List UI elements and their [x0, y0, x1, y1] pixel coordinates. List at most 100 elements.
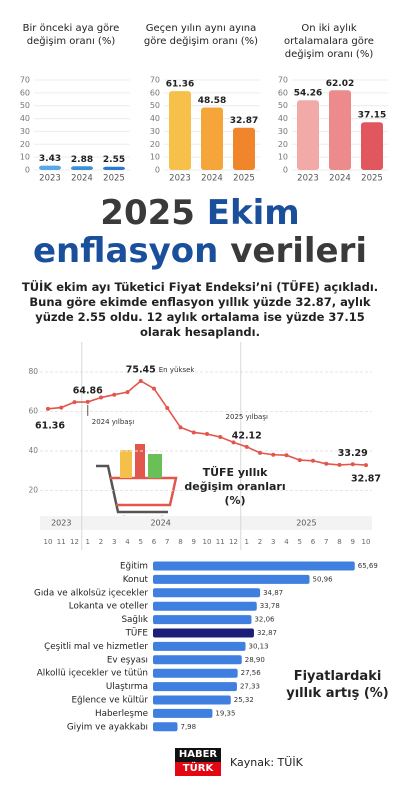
category-label: Haberleşme: [95, 709, 148, 719]
point: [324, 461, 329, 466]
x-tick-label: 2024: [329, 174, 351, 184]
bar: [153, 601, 257, 611]
x-tick-label: 3: [271, 538, 275, 546]
y-tick-label: 20: [278, 140, 288, 149]
value-label: 48.58: [198, 96, 226, 106]
y-tick-label: 70: [278, 76, 288, 85]
value-label: 2.55: [103, 155, 125, 165]
y-tick-label: 70: [150, 76, 160, 85]
value-label: 27,56: [241, 669, 262, 677]
value-label: 34,87: [263, 589, 283, 597]
y-tick-label: 40: [28, 446, 38, 455]
category-label: Sağlık: [121, 615, 148, 625]
headline-line: enflasyon verileri: [0, 231, 400, 271]
x-tick-label: 2023: [39, 174, 61, 184]
x-tick-label: 2025: [103, 174, 125, 184]
y-tick-label: 60: [278, 88, 288, 97]
point: [125, 390, 130, 395]
y-tick-label: 80: [28, 367, 38, 376]
value-label: 37.15: [358, 111, 386, 121]
y-tick-label: 20: [28, 486, 38, 495]
bar: [153, 588, 261, 598]
y-tick-label: 40: [278, 114, 288, 123]
x-tick-label: 10: [362, 538, 371, 546]
x-tick-label: 3: [112, 538, 116, 546]
bar: [297, 100, 319, 170]
annotation: 2025 yılbaşı: [226, 413, 268, 421]
y-tick-label: 0: [283, 166, 288, 175]
value-label: 25,32: [234, 696, 254, 704]
headline-word: enflasyon: [33, 231, 219, 271]
point: [311, 458, 315, 463]
point: [350, 462, 355, 467]
x-tick-label: 4: [284, 538, 289, 546]
bar: [153, 722, 178, 732]
point: [85, 399, 90, 404]
headline-word: Ekim: [206, 193, 300, 233]
bar: [103, 166, 125, 170]
value-label: 32,06: [254, 616, 275, 624]
bar: [39, 165, 61, 170]
bar: [169, 91, 191, 170]
point: [337, 462, 342, 467]
value-label: 75.45: [126, 364, 156, 375]
x-tick-label: 2025: [233, 174, 255, 184]
year-label: 2023: [51, 519, 71, 528]
bar: [153, 615, 252, 625]
category-label: Ev eşyası: [107, 655, 148, 665]
category-label: TÜFE: [125, 628, 148, 639]
value-label: 28,90: [245, 656, 265, 664]
x-tick-label: 2: [258, 538, 262, 546]
x-tick-label: 2024: [71, 174, 93, 184]
y-tick-label: 20: [150, 140, 160, 149]
y-tick-label: 30: [278, 127, 288, 136]
bar: [153, 695, 231, 705]
y-tick-label: 60: [20, 88, 30, 97]
year-label: 2024: [150, 519, 170, 528]
y-tick-label: 30: [20, 127, 30, 136]
point: [72, 400, 77, 405]
year-band: [40, 516, 372, 530]
value-label: 32.87: [351, 474, 381, 485]
year-label: 2025: [296, 519, 316, 528]
x-tick-label: 11: [216, 538, 225, 546]
x-tick-label: 10: [203, 538, 212, 546]
x-tick-label: 7: [165, 538, 169, 546]
value-label: 32.87: [230, 116, 258, 126]
bar: [153, 641, 246, 651]
bar: [153, 708, 213, 718]
value-label: 27,33: [240, 683, 260, 691]
point: [152, 386, 156, 391]
point: [258, 450, 262, 455]
x-tick-label: 4: [125, 538, 130, 546]
point: [59, 405, 64, 410]
x-tick-label: 2023: [297, 174, 319, 184]
value-label: 65,69: [358, 562, 378, 570]
x-tick-label: 5: [139, 538, 143, 546]
bar-chart-title: Fiyatlardaki yıllık artış (%): [286, 669, 389, 701]
x-tick-label: 1: [245, 538, 249, 546]
headline-line: 2025 Ekim: [0, 193, 400, 233]
value-label: 30,13: [249, 642, 269, 650]
y-tick-label: 60: [150, 88, 160, 97]
x-tick-label: 5: [298, 538, 302, 546]
chart-title: On iki aylık ortalamalara göre değişim o…: [284, 23, 374, 60]
y-tick-label: 0: [25, 166, 30, 175]
point: [218, 434, 223, 439]
value-label: 33,78: [260, 602, 280, 610]
point: [165, 405, 170, 410]
y-tick-label: 60: [28, 407, 38, 416]
bar: [153, 574, 310, 584]
y-tick-label: 10: [150, 153, 160, 162]
point: [178, 425, 183, 430]
bar: [153, 682, 237, 692]
annotation: 2024 yılbaşı: [92, 418, 134, 426]
point: [231, 440, 236, 445]
value-label: 64.86: [73, 385, 103, 396]
x-tick-label: 8: [337, 538, 341, 546]
y-tick-label: 50: [278, 101, 288, 110]
point: [244, 444, 249, 449]
headline-word: verileri: [230, 231, 367, 271]
category-label: Giyim ve ayakkabı: [67, 722, 148, 732]
y-tick-label: 10: [278, 153, 288, 162]
